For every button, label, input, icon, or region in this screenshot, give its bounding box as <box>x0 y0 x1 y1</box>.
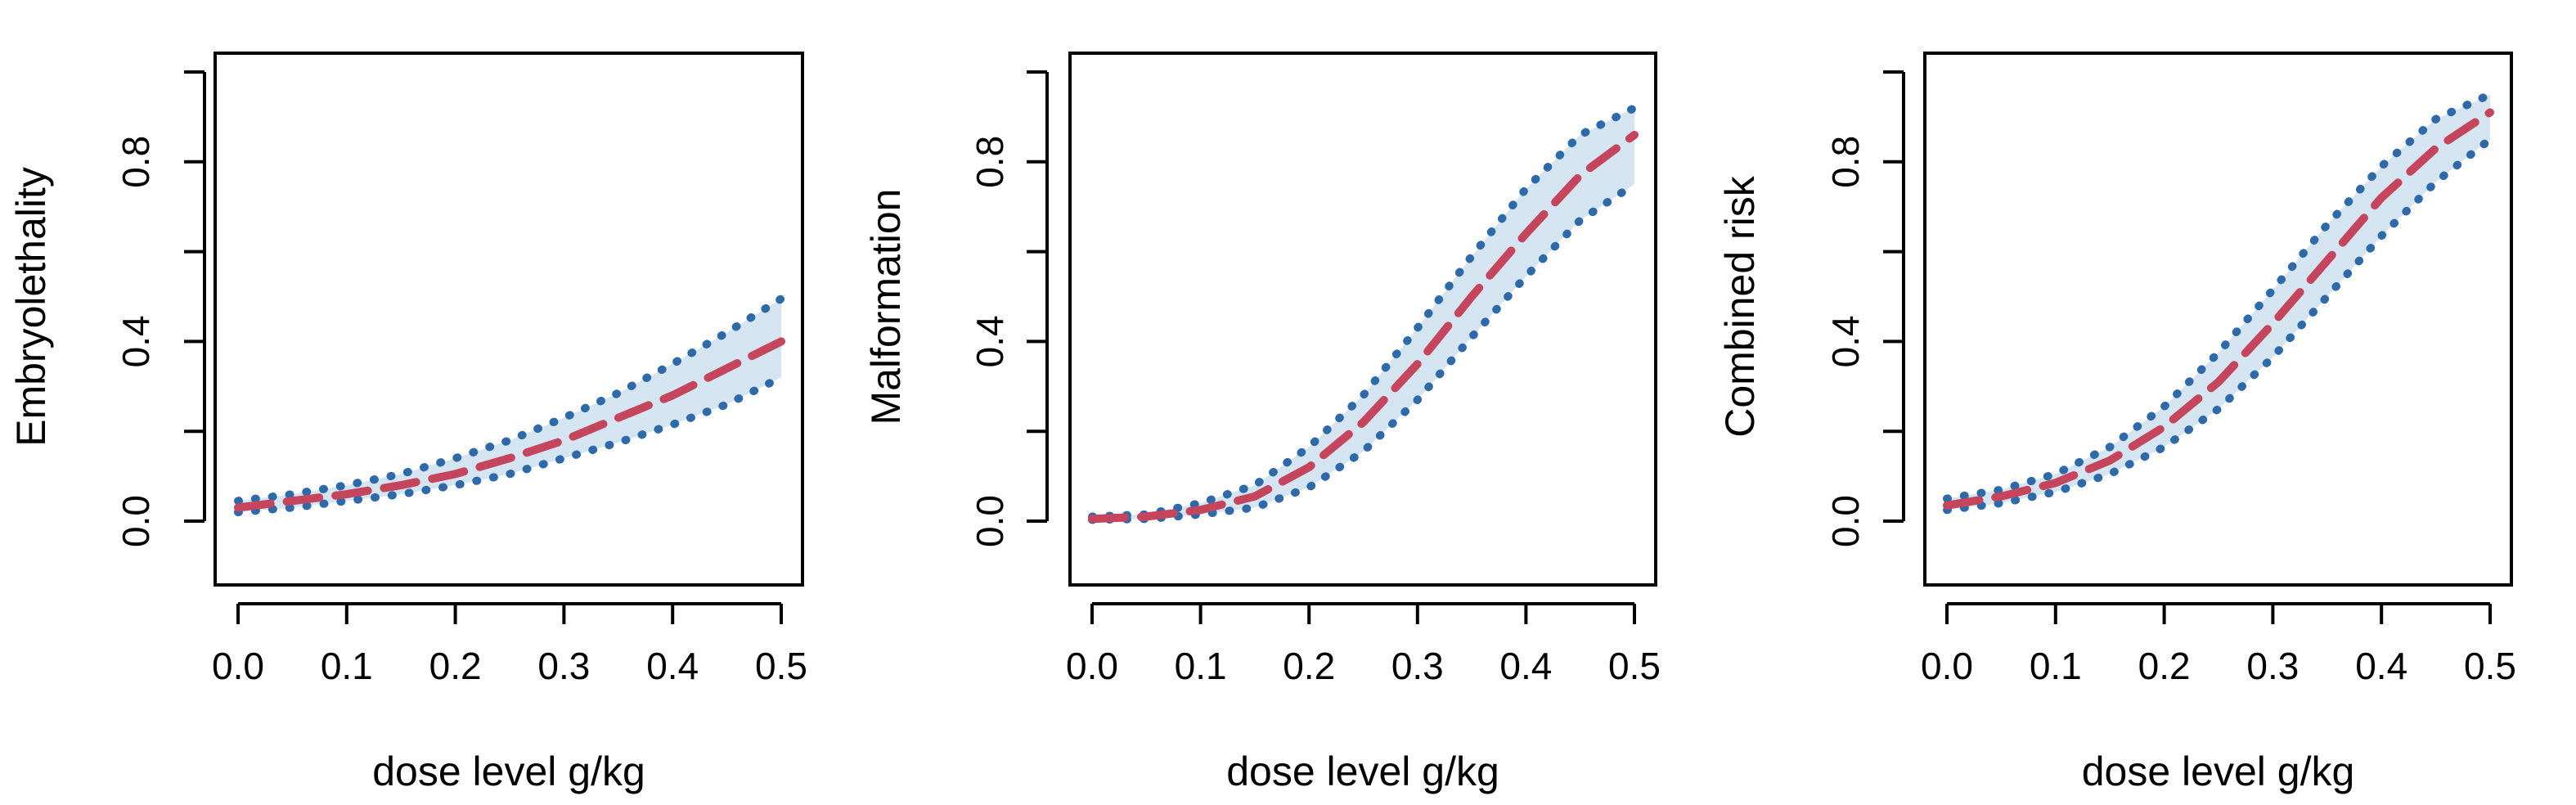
x-axis-title: dose level g/kg <box>1226 749 1499 794</box>
x-tick-label: 0.5 <box>1608 645 1661 687</box>
upper-ci-line <box>234 295 785 506</box>
y-tick-label: 0.0 <box>1824 495 1867 547</box>
chart-panel-1: 0.0 0.4 0.8 0.0 0.1 0.2 0.3 0.4 0.5 dose level g/… <box>8 52 807 794</box>
x-tick-label: 0.4 <box>1499 645 1552 687</box>
x-tick-label: 0.4 <box>2355 645 2407 687</box>
y-tick-label: 0.8 <box>115 136 157 188</box>
y-tick-label: 0.4 <box>115 315 157 367</box>
confidence-band <box>1947 94 2490 510</box>
x-tick-label: 0.1 <box>2030 645 2082 687</box>
lower-ci-line <box>1943 135 2494 515</box>
y-axis-title: Malformation <box>863 189 909 425</box>
x-tick-label: 0.5 <box>755 645 807 687</box>
chart-panel-2: 0.0 0.4 0.8 0.0 0.1 0.2 0.3 0.4 0.5 dose level g/… <box>863 52 1661 794</box>
y-tick-label: 0.8 <box>969 136 1011 188</box>
mean-line <box>1088 130 1639 524</box>
x-tick-label: 0.1 <box>1175 645 1227 687</box>
x-tick-label: 0.1 <box>321 645 373 687</box>
mean-line <box>1943 108 2494 510</box>
x-tick-label: 0.5 <box>2464 645 2516 687</box>
y-tick-label: 0.4 <box>1824 315 1867 367</box>
x-tick-label: 0.3 <box>2246 645 2299 687</box>
plot-frame <box>1068 52 1657 587</box>
x-tick-label: 0.0 <box>212 645 264 687</box>
y-tick-label: 0.0 <box>115 495 157 547</box>
x-axis-title: dose level g/kg <box>2082 749 2355 794</box>
y-axis-title: Combined risk <box>1717 175 1763 438</box>
x-tick-label: 0.2 <box>1283 645 1335 687</box>
y-axis-title: Embryolethality <box>8 167 54 447</box>
x-tick-label: 0.3 <box>1391 645 1444 687</box>
confidence-band <box>1092 107 1634 520</box>
x-tick-label: 0.0 <box>1921 645 1973 687</box>
confidence-band <box>238 299 781 512</box>
lower-ci-line <box>234 373 785 516</box>
mean-line <box>234 337 785 512</box>
y-tick-label: 0.0 <box>969 495 1011 547</box>
plot-frame <box>1923 52 2513 587</box>
x-tick-label: 0.3 <box>537 645 590 687</box>
plot-frame <box>214 52 804 587</box>
x-tick-label: 0.2 <box>429 645 482 687</box>
lower-ci-line <box>1088 180 1639 524</box>
y-tick-label: 0.8 <box>1824 136 1867 188</box>
x-tick-label: 0.2 <box>2138 645 2191 687</box>
upper-ci-line <box>1943 90 2494 503</box>
x-tick-label: 0.0 <box>1066 645 1118 687</box>
y-tick-label: 0.4 <box>969 315 1011 367</box>
x-tick-label: 0.4 <box>646 645 699 687</box>
upper-ci-line <box>1088 103 1639 521</box>
chart-panel-3: 0.0 0.4 0.8 0.0 0.1 0.2 0.3 0.4 0.5 dose level g/… <box>1717 52 2516 794</box>
x-axis-title: dose level g/kg <box>372 749 645 794</box>
